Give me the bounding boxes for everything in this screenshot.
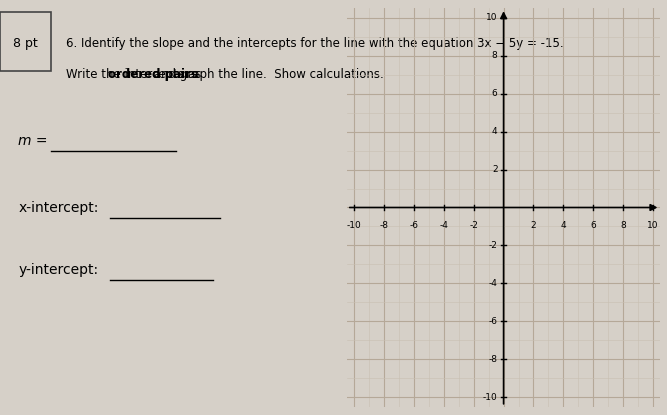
Text: -4: -4: [440, 221, 448, 230]
Text: x-intercept:: x-intercept:: [19, 200, 99, 215]
Text: 10: 10: [486, 13, 498, 22]
Text: -6: -6: [489, 317, 498, 326]
FancyBboxPatch shape: [0, 12, 51, 71]
Text: -2: -2: [470, 221, 478, 230]
Text: 4: 4: [560, 221, 566, 230]
Text: 6. Identify the slope and the intercepts for the line with the equation 3x − 5y : 6. Identify the slope and the intercepts…: [66, 37, 564, 50]
Text: y-intercept:: y-intercept:: [19, 263, 99, 277]
Text: -8: -8: [489, 355, 498, 364]
Text: 8: 8: [492, 51, 498, 60]
Text: -10: -10: [347, 221, 362, 230]
Text: 4: 4: [492, 127, 498, 136]
Text: 2: 2: [492, 165, 498, 174]
Text: -2: -2: [489, 241, 498, 250]
Text: 8 pt: 8 pt: [13, 37, 38, 50]
Text: -6: -6: [410, 221, 418, 230]
Text: 6: 6: [590, 221, 596, 230]
Text: -10: -10: [483, 393, 498, 402]
Text: and graph the line.  Show calculations.: and graph the line. Show calculations.: [151, 68, 384, 81]
Text: Write the intercepts as: Write the intercepts as: [66, 68, 205, 81]
Text: -8: -8: [380, 221, 389, 230]
Text: ordered pairs: ordered pairs: [108, 68, 198, 81]
Text: m =: m =: [19, 134, 48, 148]
Text: 10: 10: [647, 221, 658, 230]
Text: 2: 2: [531, 221, 536, 230]
Text: 8: 8: [620, 221, 626, 230]
Text: 6: 6: [492, 89, 498, 98]
Text: -4: -4: [489, 279, 498, 288]
